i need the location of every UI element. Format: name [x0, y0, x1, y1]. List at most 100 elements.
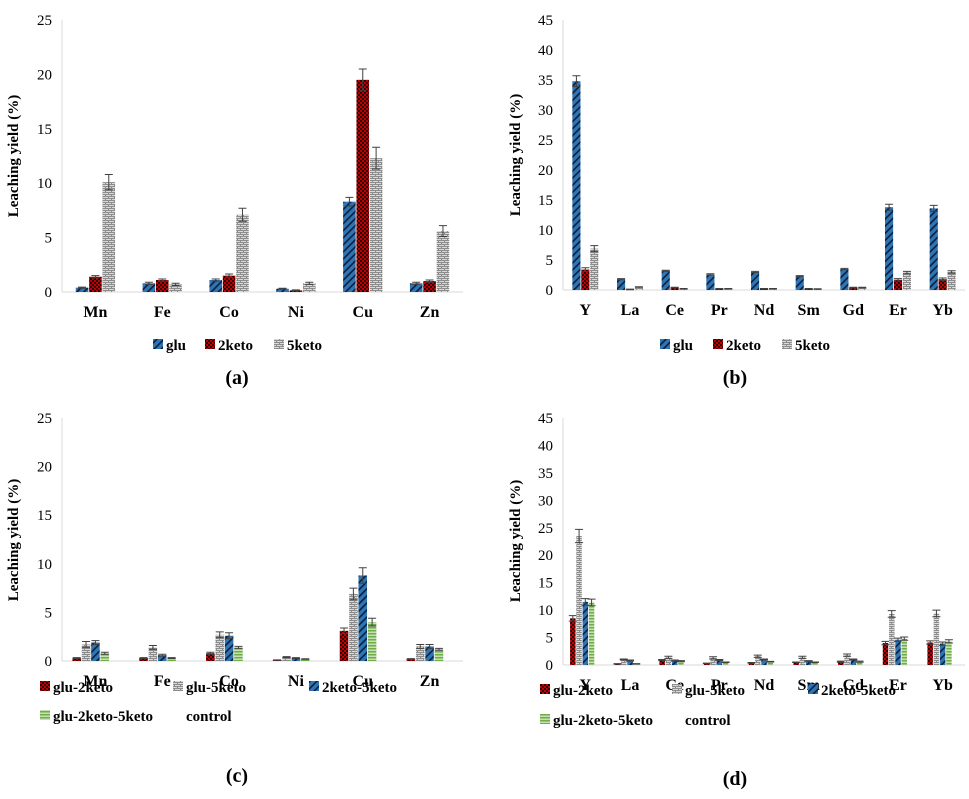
- y-tick-label: 45: [538, 13, 553, 29]
- y-tick-label: 10: [538, 223, 553, 239]
- error-bar: [225, 632, 234, 640]
- bar-2keto-Co: [222, 275, 236, 292]
- error-bar: [881, 640, 890, 646]
- legend-label: glu: [166, 338, 186, 354]
- legend-swatch: [540, 714, 550, 724]
- bar-glu-2keto-5keto-Co: [234, 647, 243, 661]
- bar-glu-2keto-5keto-Gd: [856, 661, 863, 665]
- error-bar: [305, 281, 314, 285]
- error-bar: [885, 203, 894, 211]
- error-bar: [634, 286, 643, 288]
- bar-2keto-5keto-Y: [582, 601, 589, 665]
- legend-swatch: [808, 684, 818, 694]
- legend-label: control: [685, 713, 731, 729]
- bar-glu-5keto-Ni: [282, 657, 291, 661]
- error-bar: [721, 661, 730, 664]
- legend-swatch: [205, 339, 215, 349]
- error-bar: [947, 270, 956, 274]
- legend-label: glu-2keto-5keto: [53, 709, 153, 725]
- legend-swatch: [274, 339, 284, 349]
- error-bar: [345, 196, 354, 207]
- error-bar: [887, 610, 896, 618]
- bar-5keto-Fe: [169, 284, 182, 292]
- legend-label: glu-2keto: [553, 683, 613, 699]
- legend-label: control: [186, 709, 232, 725]
- error-bar: [590, 245, 599, 253]
- legend-swatch: [40, 681, 50, 691]
- error-bar: [795, 275, 804, 278]
- bar-2keto-Fe: [155, 280, 169, 292]
- error-bar: [358, 567, 367, 584]
- bar-5keto-Co: [236, 214, 249, 292]
- bar-5keto-Er: [902, 272, 911, 290]
- x-tick-label: Pr: [711, 677, 728, 694]
- bar-2keto-5keto-Cu: [358, 575, 368, 661]
- y-tick-label: 5: [546, 631, 554, 647]
- x-tick-label: Mn: [83, 673, 107, 690]
- error-bar: [938, 641, 947, 646]
- y-tick-label: 15: [538, 576, 553, 592]
- error-bar: [894, 278, 902, 282]
- error-bar: [282, 656, 291, 659]
- y-tick-label: 35: [538, 73, 553, 89]
- y-tick-label: 25: [538, 521, 553, 537]
- y-axis-title: Leaching yield (%): [508, 480, 524, 603]
- bar-glu-2keto-5keto-Zn: [434, 649, 444, 661]
- error-bar: [148, 644, 157, 650]
- legend-label: glu-2keto-5keto: [553, 713, 653, 729]
- bar-5keto-Zn: [436, 231, 450, 292]
- bar-glu-5keto-La: [621, 659, 627, 665]
- y-tick-label: 25: [538, 133, 553, 149]
- bar-5keto-La: [634, 287, 643, 290]
- y-tick-label: 5: [45, 231, 53, 247]
- x-tick-label: Y: [580, 677, 592, 694]
- y-tick-label: 15: [538, 193, 553, 209]
- error-bar: [929, 204, 938, 212]
- error-bar: [902, 270, 911, 275]
- bar-5keto-Y: [590, 248, 599, 290]
- error-bar: [679, 288, 688, 290]
- error-bar: [760, 288, 768, 290]
- x-tick-label: Nd: [754, 677, 775, 694]
- legend-label: 2keto: [218, 338, 253, 354]
- bar-glu-2keto-5keto-Ce: [678, 661, 684, 665]
- error-bar: [724, 288, 733, 290]
- bar-2keto-5keto-La: [627, 660, 633, 665]
- bar-2keto-Er: [893, 279, 903, 290]
- bar-glu-Sm: [795, 276, 804, 290]
- bar-5keto-Gd: [858, 287, 867, 290]
- x-tick-label: Gd: [843, 677, 864, 694]
- error-bar: [425, 643, 434, 649]
- y-tick-label: 35: [538, 466, 553, 482]
- error-bar: [849, 286, 858, 289]
- y-axis-title: Leaching yield (%): [508, 94, 524, 217]
- x-tick-label: La: [621, 677, 640, 694]
- x-tick-label: Co: [219, 304, 239, 321]
- y-tick-label: 45: [538, 411, 553, 427]
- x-tick-label: Zn: [420, 304, 440, 321]
- error-bar: [900, 636, 909, 641]
- x-tick-label: Mn: [83, 304, 107, 321]
- x-tick-label: Ce: [665, 302, 684, 319]
- error-bar: [715, 659, 724, 662]
- bar-glu-2keto-Pr: [704, 663, 710, 665]
- bar-glu-5keto-Cu: [349, 593, 358, 661]
- error-bar: [291, 657, 300, 660]
- x-tick-label: Fe: [154, 304, 171, 321]
- error-bar: [144, 281, 153, 285]
- legend-label: glu: [673, 338, 693, 354]
- bar-glu-Er: [885, 207, 894, 290]
- error-bar: [938, 277, 947, 281]
- error-bar: [171, 282, 180, 286]
- error-bar: [372, 146, 381, 170]
- bar-glu-Mn: [75, 287, 89, 292]
- error-bar: [706, 273, 715, 276]
- legend-swatch: [309, 681, 319, 691]
- bar-glu-2keto-5keto-Pr: [722, 662, 729, 665]
- error-bar: [406, 658, 415, 661]
- error-bar: [225, 273, 234, 278]
- y-tick-label: 0: [45, 654, 53, 670]
- error-bar: [104, 173, 113, 191]
- y-tick-label: 40: [538, 438, 553, 454]
- error-bar: [715, 288, 724, 290]
